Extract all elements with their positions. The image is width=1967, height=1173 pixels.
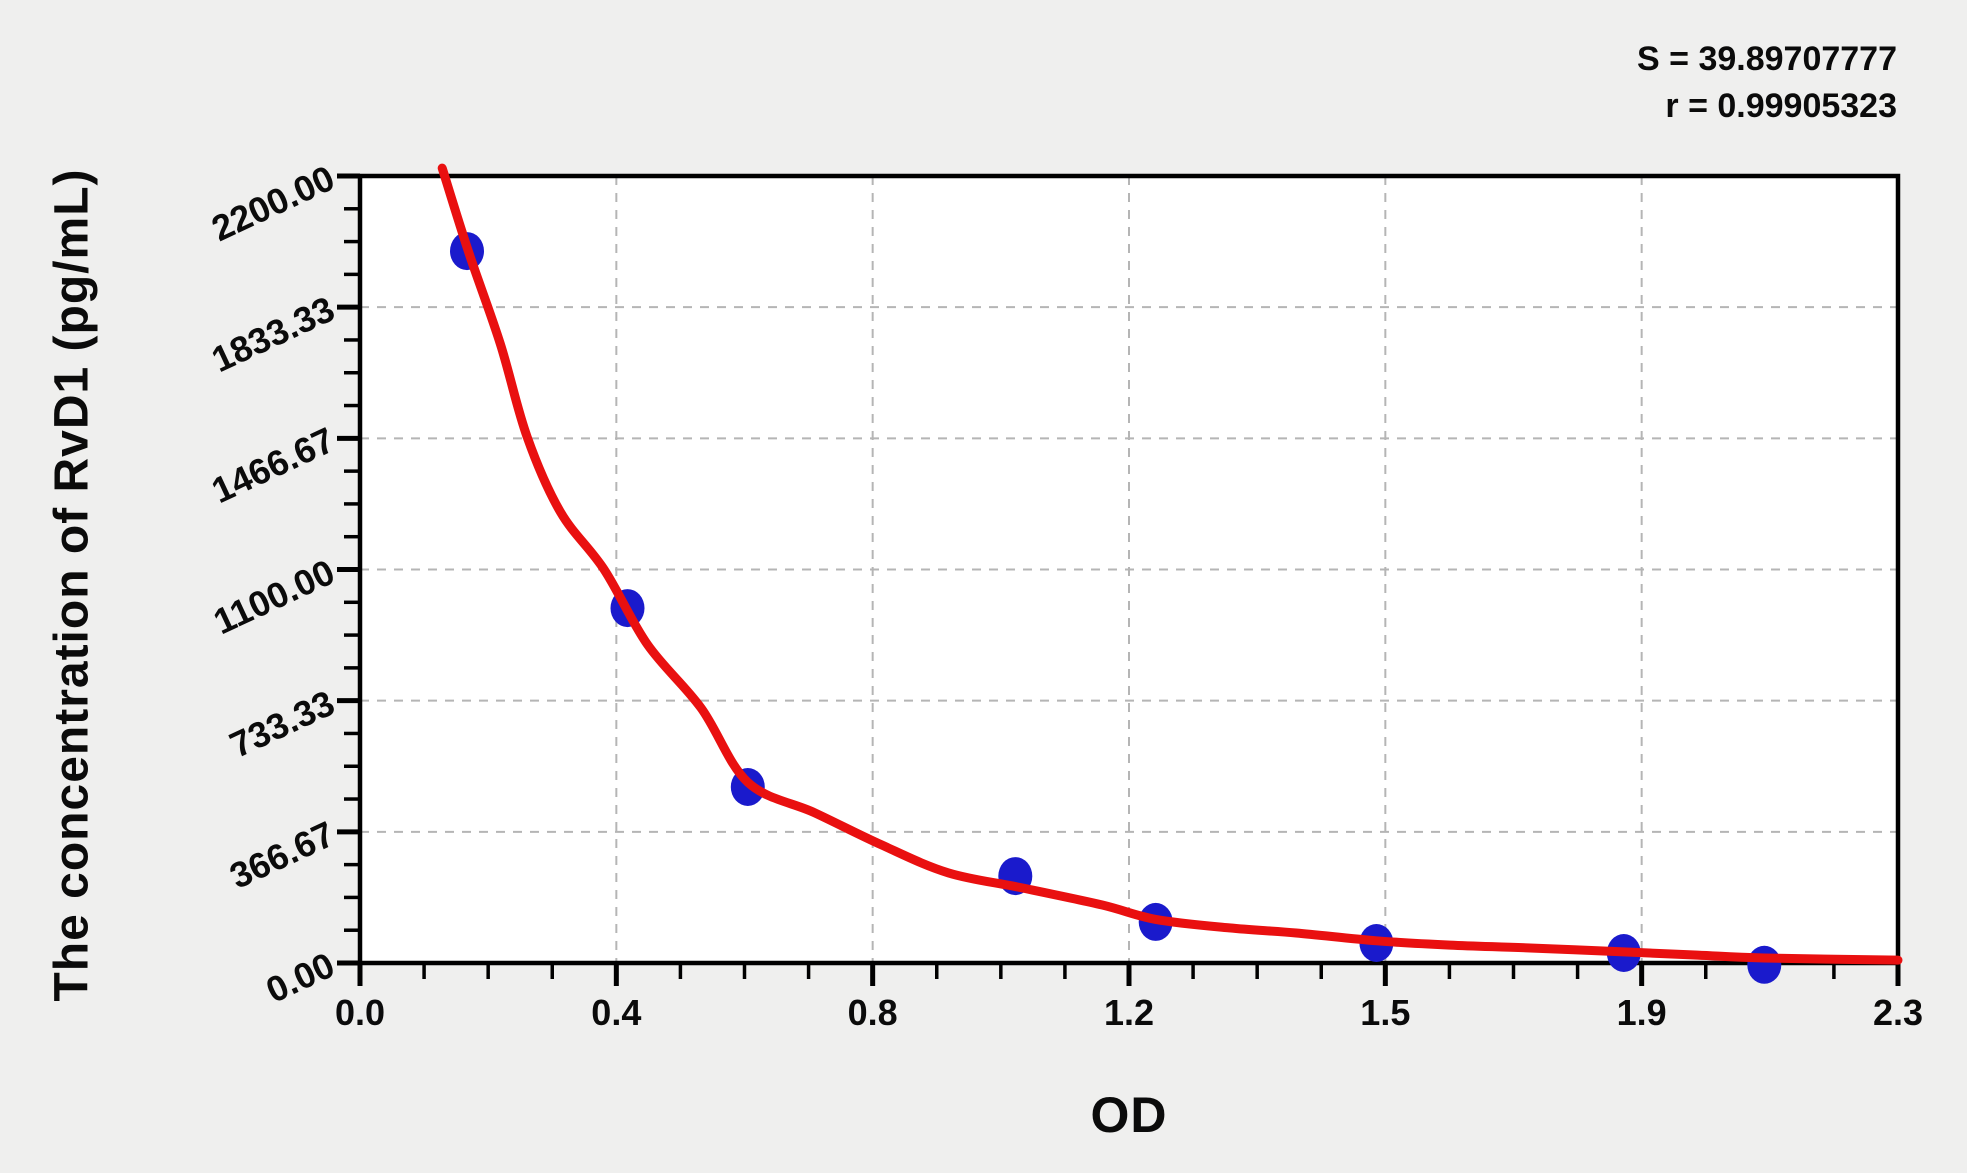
s-value-text: S = 39.89707777	[1637, 40, 1897, 78]
x-tick-label: 0.8	[847, 992, 898, 1033]
standard-point	[1747, 945, 1782, 984]
x-axis-title: OD	[1090, 1087, 1168, 1143]
x-tick-label: 1.2	[1103, 992, 1155, 1033]
x-tick-label: 2.3	[1872, 992, 1924, 1033]
fit-statistics: S = 39.89707777 r = 0.99905323	[1637, 36, 1897, 130]
r-value-text: r = 0.99905323	[1665, 87, 1897, 125]
x-tick-label: 1.5	[1360, 992, 1411, 1033]
x-tick-label: 1.9	[1616, 992, 1667, 1033]
fit-curve	[437, 163, 1903, 965]
x-tick-label: 0.0	[334, 992, 386, 1033]
x-tick-label: 0.4	[591, 992, 642, 1033]
y-axis-title: The concentration of RvD1 (pg/mL)	[45, 168, 99, 1002]
